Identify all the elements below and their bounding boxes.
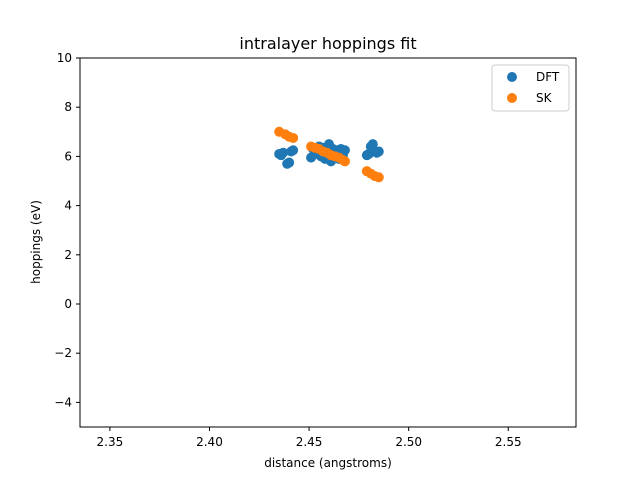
y-tick-label: 0 [64, 297, 72, 311]
y-tick-label: −2 [54, 346, 72, 360]
x-tick-label: 2.55 [495, 435, 522, 449]
data-point-dft [288, 145, 299, 156]
x-tick-label: 2.35 [97, 435, 124, 449]
legend-marker-sk [507, 93, 517, 103]
data-point-dft [278, 147, 289, 158]
legend: DFT SK [491, 64, 570, 112]
plot-area [79, 57, 577, 428]
data-point-dft [367, 139, 378, 150]
series-sk [274, 126, 384, 183]
y-tick-label: 6 [64, 149, 72, 163]
y-axis-ticks: −4 −2 0 2 4 6 8 10 [54, 51, 80, 409]
chart-title: intralayer hoppings fit [239, 34, 416, 53]
data-point-dft [339, 145, 350, 156]
y-axis-label: hoppings (eV) [29, 200, 43, 284]
data-point-dft [373, 146, 384, 157]
legend-label-sk: SK [536, 91, 553, 105]
legend-label-dft: DFT [536, 70, 560, 84]
data-point-sk [339, 156, 350, 167]
x-axis-label: distance (angstroms) [264, 456, 392, 470]
points-layer [274, 126, 384, 183]
y-tick-label: 2 [64, 248, 72, 262]
x-tick-label: 2.50 [395, 435, 422, 449]
y-tick-label: 4 [64, 199, 72, 213]
y-tick-label: −4 [54, 395, 72, 409]
y-tick-label: 8 [64, 100, 72, 114]
legend-marker-dft [507, 72, 517, 82]
data-point-dft [284, 157, 295, 168]
y-tick-label: 10 [57, 51, 72, 65]
x-tick-label: 2.45 [296, 435, 323, 449]
data-point-sk [288, 132, 299, 143]
data-point-sk [373, 172, 384, 183]
x-axis-ticks: 2.35 2.40 2.45 2.50 2.55 [97, 427, 522, 449]
x-tick-label: 2.40 [196, 435, 223, 449]
